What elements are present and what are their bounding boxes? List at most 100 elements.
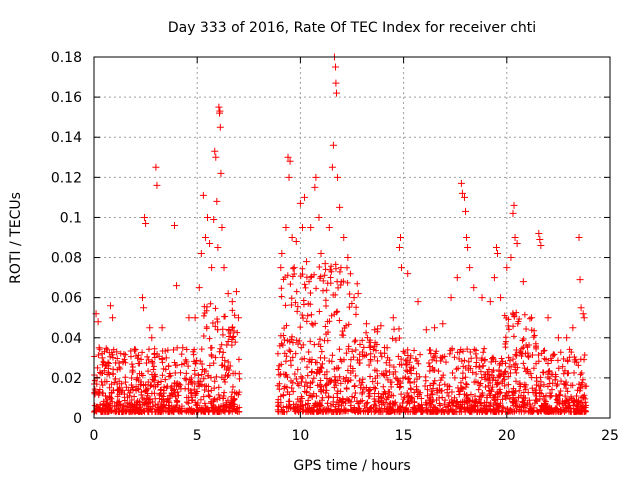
data-point	[377, 322, 385, 330]
data-point	[119, 358, 127, 366]
data-point	[140, 304, 148, 312]
data-point	[286, 157, 294, 165]
data-point	[153, 181, 161, 189]
data-point	[462, 207, 470, 215]
data-point	[336, 203, 344, 211]
data-point	[216, 123, 224, 131]
data-point	[334, 173, 342, 181]
data-point	[95, 344, 103, 352]
data-point	[490, 274, 498, 282]
data-point	[371, 326, 379, 334]
data-point	[329, 141, 337, 149]
data-point	[217, 169, 225, 177]
data-point	[148, 334, 156, 342]
data-point	[208, 264, 216, 272]
data-point	[503, 264, 511, 272]
data-point	[519, 278, 527, 286]
data-point	[288, 234, 296, 241]
data-point	[290, 264, 298, 272]
chart-title: Day 333 of 2016, Rate Of TEC Index for r…	[168, 20, 536, 36]
axis-ticks	[93, 56, 611, 419]
data-point	[185, 314, 193, 322]
data-point	[173, 282, 181, 290]
grid-lines	[94, 57, 610, 418]
data-point	[218, 223, 226, 231]
data-point	[133, 374, 141, 382]
data-point	[494, 250, 502, 258]
data-point	[350, 294, 358, 302]
data-point	[152, 163, 160, 171]
data-point	[312, 173, 320, 181]
data-point	[554, 334, 562, 342]
data-point	[397, 234, 405, 241]
data-point	[142, 219, 150, 227]
data-point	[197, 250, 205, 258]
data-point	[301, 193, 309, 201]
data-point	[321, 260, 329, 268]
data-point	[544, 314, 552, 322]
data-point	[354, 290, 362, 298]
y-tick-labels: 0 0.02 0.04 0.06 0.08 0.1 0.12 0.14 0.16 0.18	[51, 50, 82, 427]
data-point	[478, 294, 486, 302]
data-point	[486, 298, 494, 306]
data-point	[577, 304, 585, 312]
data-point	[576, 276, 584, 284]
data-point	[278, 250, 286, 258]
data-point	[332, 79, 340, 87]
data-point	[296, 199, 304, 207]
data-point	[439, 320, 447, 328]
y-tick-label: 0.06	[51, 291, 82, 307]
data-point	[204, 213, 212, 221]
data-point	[513, 240, 521, 248]
data-point	[213, 197, 221, 205]
data-point	[464, 244, 472, 252]
data-point	[431, 324, 439, 332]
data-point	[210, 215, 218, 223]
data-point	[458, 189, 466, 197]
data-point	[510, 201, 518, 209]
data-point	[497, 294, 505, 302]
data-point	[466, 264, 474, 272]
data-point	[285, 173, 293, 181]
data-point	[162, 354, 170, 362]
data-point	[317, 250, 325, 258]
data-point	[94, 318, 102, 326]
dense-points	[91, 261, 590, 415]
data-point	[277, 264, 285, 272]
data-point	[201, 234, 209, 241]
data-point	[284, 153, 292, 161]
data-point	[579, 310, 587, 318]
data-point	[404, 270, 412, 278]
y-tick-label: 0.14	[51, 130, 82, 146]
data-point	[492, 244, 500, 252]
data-point	[463, 234, 471, 241]
data-point	[575, 234, 583, 241]
x-tick-label: 25	[601, 428, 619, 444]
data-point	[470, 284, 478, 292]
data-point	[170, 221, 178, 229]
y-tick-label: 0	[73, 411, 82, 427]
data-point	[307, 223, 315, 231]
data-point	[214, 244, 222, 252]
data-point	[146, 324, 154, 332]
data-point	[457, 179, 465, 187]
plot-frame	[93, 56, 611, 419]
data-point	[158, 324, 166, 332]
x-tick-label: 15	[395, 428, 413, 444]
data-point	[447, 294, 455, 302]
data-point	[511, 234, 519, 241]
data-point	[344, 254, 352, 262]
data-point	[460, 193, 468, 201]
y-axis-label: ROTI / TECUs	[8, 192, 24, 284]
data-point	[107, 302, 115, 310]
dense-point-cloud	[91, 261, 590, 415]
data-point	[212, 153, 220, 161]
x-tick-label: 5	[193, 428, 202, 444]
data-point	[580, 314, 588, 322]
data-point	[414, 298, 422, 306]
data-point	[333, 89, 341, 97]
data-point	[91, 390, 99, 398]
y-tick-label: 0.16	[51, 90, 82, 106]
data-point	[232, 288, 240, 296]
data-point	[113, 348, 121, 356]
